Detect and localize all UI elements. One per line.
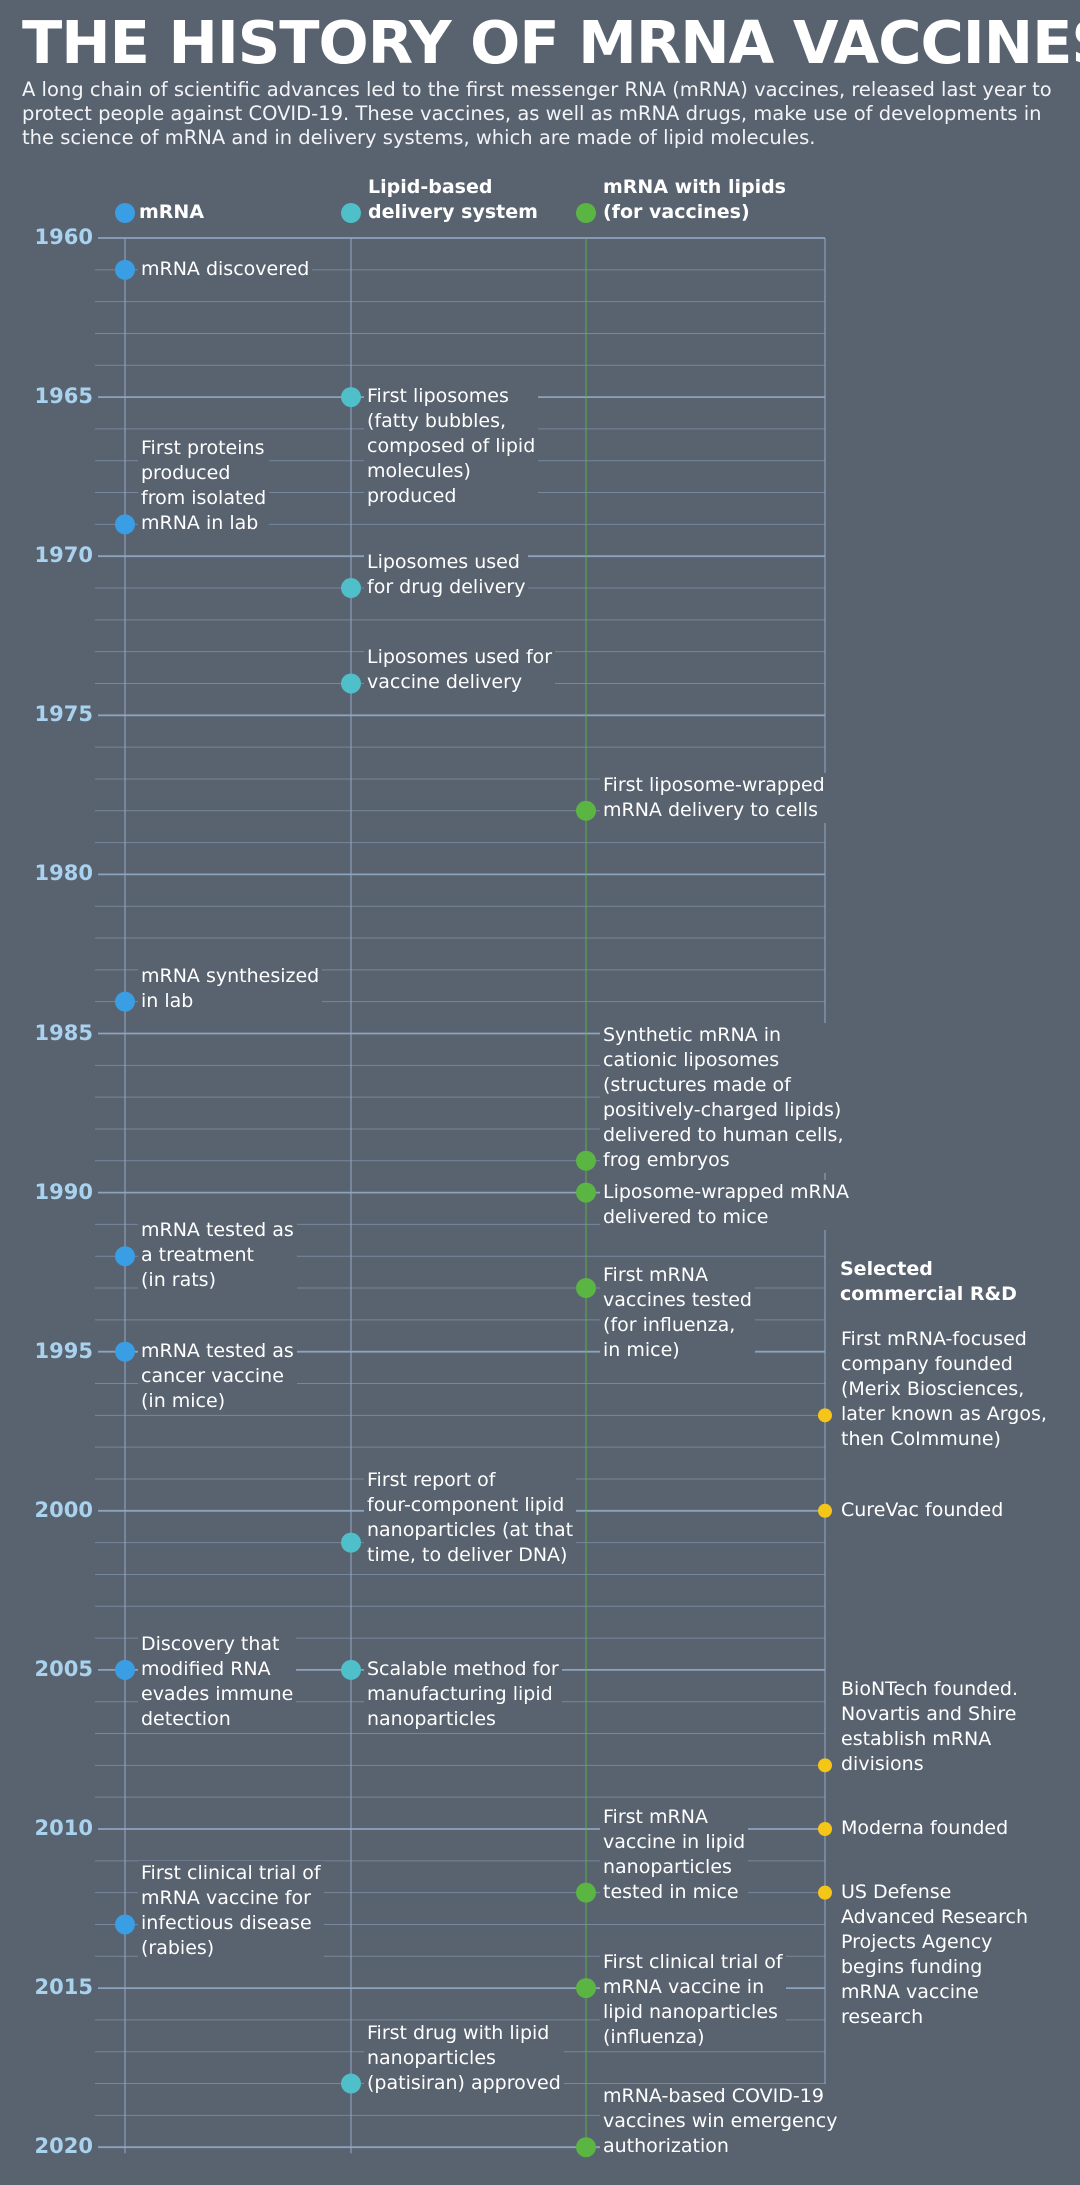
event-dot — [341, 1659, 361, 1680]
event-label: mRNA-based COVID-19 vaccines win emergen… — [600, 2084, 841, 2160]
event-dot — [576, 2137, 596, 2158]
event-dot — [576, 1182, 596, 1203]
year-tick-label: 1985 — [34, 1020, 93, 1045]
event-dot — [341, 1532, 361, 1553]
event-dot — [115, 1246, 135, 1267]
event-dot — [576, 1150, 596, 1171]
event-dot — [115, 1659, 135, 1680]
year-tick-label: 1960 — [34, 225, 93, 249]
event-dot — [818, 1822, 832, 1836]
event-label: First report of four-component lipid nan… — [364, 1467, 577, 1568]
event-label: mRNA synthesized in lab — [138, 963, 323, 1014]
event-dot — [115, 1341, 135, 1362]
event-label: First clinical trial of mRNA vaccine in … — [600, 1950, 786, 2051]
legend-dot-mrna — [115, 203, 135, 223]
page-title: THE HISTORY OF MRNA VACCINES — [22, 8, 1080, 77]
event-label: First mRNA vaccine in lipid nanoparticle… — [600, 1804, 749, 1905]
year-tick-label: 1995 — [34, 1338, 93, 1363]
year-tick-label: 2020 — [34, 2134, 93, 2159]
page-subtitle: A long chain of scientific advances led … — [22, 78, 1052, 149]
event-label: Scalable method for manufacturing lipid … — [364, 1656, 562, 1732]
event-dot — [115, 259, 135, 280]
year-tick-label: 2010 — [34, 1816, 93, 1840]
event-dot — [576, 1978, 596, 1999]
event-label: BioNTech founded. Novartis and Shire est… — [838, 1677, 1021, 1778]
legend-label-lipid: Lipid-based delivery system — [368, 176, 538, 223]
event-dot — [115, 1914, 135, 1935]
year-tick-label: 2000 — [34, 1497, 93, 1522]
event-label: First proteins produced from isolated mR… — [138, 436, 270, 537]
event-dot — [818, 1503, 832, 1518]
event-dot — [818, 1408, 832, 1423]
year-tick-label: 1965 — [34, 384, 93, 409]
event-label: First liposome-wrapped mRNA delivery to … — [600, 772, 828, 823]
event-label: mRNA tested as a treatment (in rats) — [138, 1218, 297, 1294]
event-label: First drug with lipid nanoparticles (pat… — [364, 2020, 564, 2096]
event-dot — [341, 387, 361, 408]
event-label: First clinical trial of mRNA vaccine for… — [138, 1861, 324, 1962]
event-label: US Defense Advanced Research Projects Ag… — [838, 1879, 1032, 2030]
event-label: Liposome-wrapped mRNA delivered to mice — [600, 1179, 852, 1230]
legend-label-vaccine: mRNA with lipids (for vaccines) — [603, 176, 786, 223]
event-label: First mRNA vaccines tested (for influenz… — [600, 1263, 755, 1364]
event-dot — [341, 578, 361, 599]
event-label: Liposomes used for vaccine delivery — [364, 645, 556, 696]
event-dot — [576, 800, 596, 821]
year-tick-label: 1980 — [34, 861, 93, 886]
event-label: mRNA tested as cancer vaccine (in mice) — [138, 1338, 297, 1414]
legend-label-commercial: Selected commercial R&D — [840, 1258, 1017, 1305]
event-dot — [341, 2073, 361, 2094]
year-tick-label: 1990 — [34, 1179, 93, 1204]
event-label: Moderna founded — [838, 1816, 1012, 1841]
event-dot — [818, 1758, 832, 1773]
event-label: First liposomes (fatty bubbles, composed… — [364, 384, 539, 510]
event-label: Liposomes used for drug delivery — [364, 550, 529, 601]
event-label: mRNA discovered — [138, 256, 313, 282]
event-dot — [115, 991, 135, 1012]
legend-dot-lipid — [341, 203, 361, 223]
year-tick-label: 2005 — [34, 1656, 93, 1681]
event-dot — [818, 1885, 832, 1900]
year-tick-label: 1970 — [34, 543, 93, 568]
legend-label-mrna: mRNA — [139, 201, 205, 223]
event-label: Synthetic mRNA in cationic liposomes (st… — [600, 1022, 847, 1173]
event-dot — [576, 1278, 596, 1299]
event-dot — [341, 673, 361, 694]
year-tick-label: 1975 — [34, 702, 93, 727]
event-label: Discovery that modified RNA evades immun… — [138, 1631, 297, 1732]
event-label: CureVac founded — [838, 1497, 1007, 1523]
event-dot — [115, 514, 135, 535]
legend-dot-vaccine — [576, 203, 596, 223]
event-dot — [576, 1882, 596, 1903]
year-tick-label: 2015 — [34, 1975, 93, 2000]
event-label: First mRNA-focused company founded (Meri… — [838, 1327, 1050, 1453]
